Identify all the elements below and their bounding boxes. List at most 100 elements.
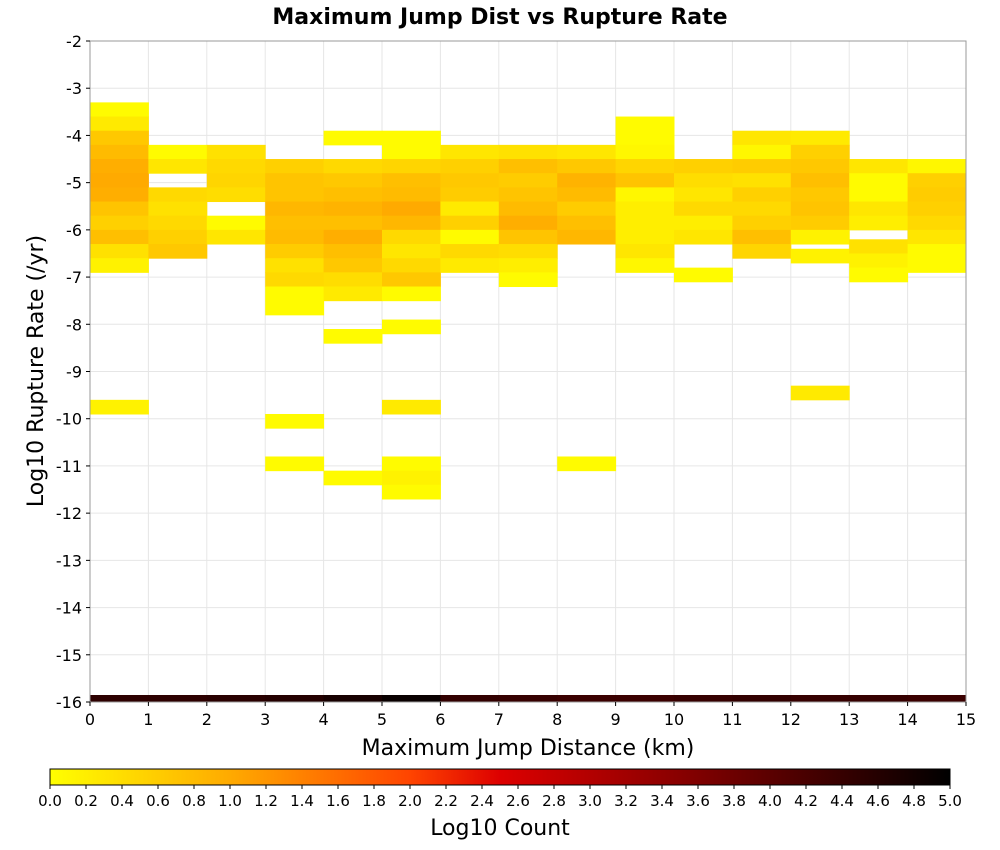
heatmap-cell (907, 258, 967, 273)
heatmap-cell (323, 244, 383, 259)
heatmap-cell (90, 159, 149, 174)
heatmap-cell (732, 215, 792, 231)
x-tick-label: 5 (377, 710, 387, 729)
heatmap-cell (674, 215, 733, 231)
heatmap-cell-bottom (265, 695, 325, 702)
heatmap-cell (440, 173, 500, 188)
x-tick-label: 12 (781, 710, 801, 729)
colorbar-tick-label: 1.8 (362, 792, 386, 810)
heatmap-cell (323, 272, 383, 288)
heatmap-cell (206, 144, 266, 160)
heatmap-cell (615, 144, 675, 160)
colorbar-tick-label: 2.6 (506, 792, 530, 810)
heatmap-cell (382, 286, 441, 302)
y-tick-label: -8 (66, 315, 82, 334)
heatmap-cell (790, 187, 850, 203)
heatmap-cell (498, 173, 558, 188)
heatmap-cell (849, 253, 909, 269)
heatmap-cell (557, 187, 617, 203)
y-tick-label: -14 (56, 599, 82, 618)
heatmap-cell (90, 102, 149, 118)
heatmap-cell (907, 187, 967, 203)
heatmap-cell (440, 215, 500, 231)
heatmap-cell (206, 229, 266, 245)
heatmap-cell (382, 258, 441, 273)
heatmap-cell (90, 201, 149, 217)
heatmap-cell (90, 258, 149, 273)
heatmap-cell (323, 286, 383, 302)
heatmap-cell-bottom (206, 695, 266, 702)
heatmap-cell-bottom (557, 695, 617, 702)
heatmap-cell (265, 159, 325, 174)
heatmap-cell (148, 201, 208, 217)
heatmap-cell (498, 229, 558, 245)
colorbar-tick-label: 3.8 (722, 792, 746, 810)
heatmap-cell (498, 159, 558, 174)
heatmap-cell (382, 244, 441, 259)
heatmap-cell (265, 244, 325, 259)
heatmap-cell (790, 159, 850, 174)
heatmap-cell (440, 229, 500, 245)
heatmap-cell (265, 201, 325, 217)
heatmap-cell (732, 159, 792, 174)
heatmap-cell (382, 159, 441, 174)
heatmap-cell (440, 258, 500, 273)
heatmap-cell (90, 399, 149, 415)
heatmap-cell (206, 187, 266, 203)
heatmap-cell (732, 130, 792, 146)
heatmap-cell (382, 399, 441, 415)
heatmap-cell (615, 116, 675, 132)
heatmap-cell (732, 201, 792, 217)
heatmap-cell (674, 187, 733, 203)
heatmap-cells (90, 102, 967, 702)
x-tick-label: 15 (956, 710, 976, 729)
heatmap-cell (382, 229, 441, 245)
heatmap-cell (382, 484, 441, 500)
x-tick-label: 2 (202, 710, 212, 729)
heatmap-cell (323, 130, 383, 146)
y-tick-label: -13 (56, 551, 82, 570)
colorbar-tick-label: 3.2 (614, 792, 638, 810)
x-tick-label: 10 (664, 710, 684, 729)
colorbar-tick-label: 2.2 (434, 792, 458, 810)
heatmap-cell (907, 201, 967, 217)
heatmap-cell-bottom (790, 695, 850, 702)
heatmap-cell (90, 130, 149, 146)
heatmap-cell-bottom (907, 695, 967, 702)
heatmap-cell (732, 144, 792, 160)
heatmap-cell (498, 244, 558, 259)
heatmap-cell (849, 201, 909, 217)
heatmap-cell (90, 144, 149, 160)
y-tick-label: -3 (66, 79, 82, 98)
heatmap-cell-bottom (615, 695, 675, 702)
heatmap-cell (323, 215, 383, 231)
heatmap-cell (440, 201, 500, 217)
x-axis-label: Maximum Jump Distance (km) (362, 736, 695, 761)
heatmap-cell (206, 159, 266, 174)
heatmap-cell (148, 187, 208, 203)
heatmap-cell (498, 201, 558, 217)
heatmap-cell (615, 173, 675, 188)
heatmap-cell (382, 470, 441, 486)
heatmap-cell (849, 173, 909, 188)
x-tick-label: 9 (611, 710, 621, 729)
heatmap-cell (148, 144, 208, 160)
heatmap-cell (615, 215, 675, 231)
y-axis-label: Log10 Rupture Rate (/yr) (24, 235, 49, 507)
colorbar-tick-label: 1.0 (218, 792, 242, 810)
x-tick-label: 0 (85, 710, 95, 729)
colorbar-tick-label: 5.0 (938, 792, 962, 810)
colorbar-tick-label: 4.0 (758, 792, 782, 810)
colorbar-tick-label: 3.0 (578, 792, 602, 810)
heatmap-cell (265, 215, 325, 231)
heatmap-cell (907, 159, 967, 174)
y-tick-label: -12 (56, 504, 82, 523)
heatmap-cell (790, 144, 850, 160)
x-tick-label: 6 (435, 710, 445, 729)
heatmap-cell (440, 159, 500, 174)
heatmap-cell (323, 201, 383, 217)
colorbar-tick-label: 1.4 (290, 792, 314, 810)
heatmap-cell (790, 248, 850, 264)
heatmap-cell (907, 229, 967, 245)
